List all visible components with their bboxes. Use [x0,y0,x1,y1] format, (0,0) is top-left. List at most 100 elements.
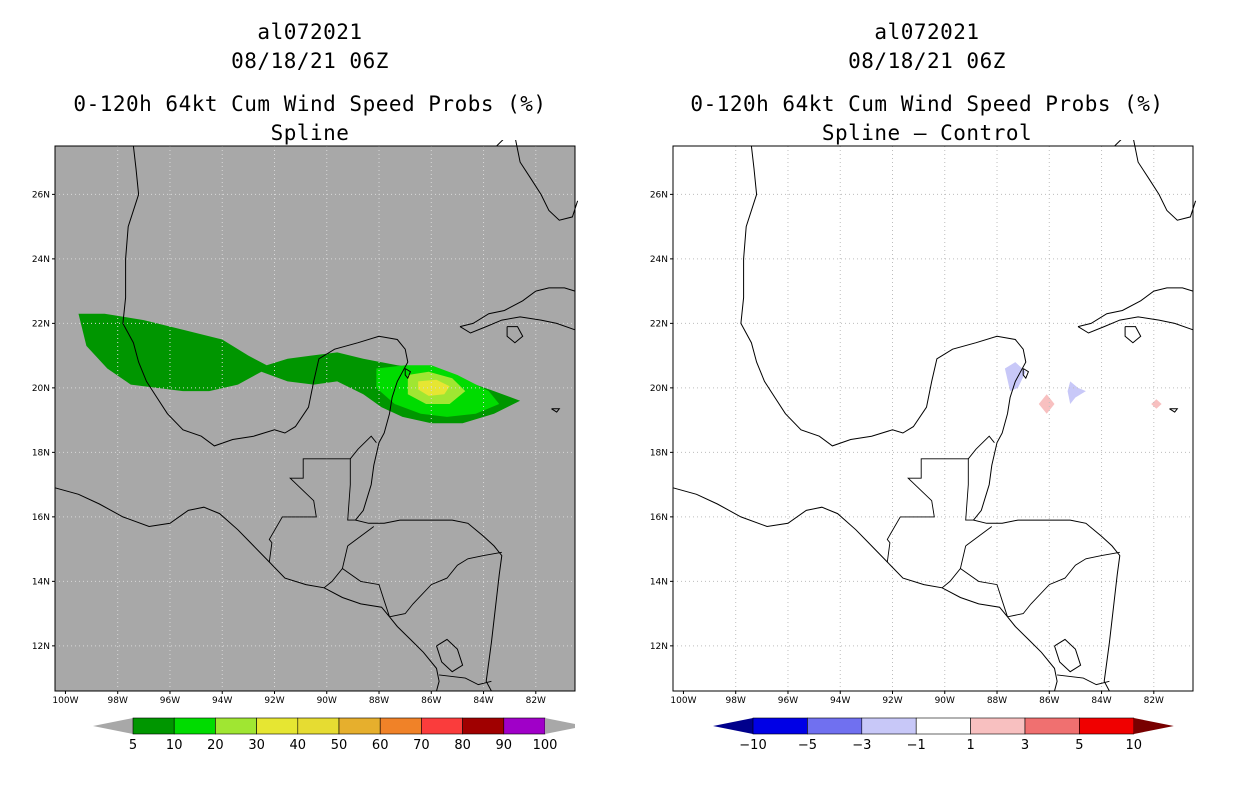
colorbar-label: 50 [331,738,348,753]
colorbar-label: −1 [907,738,926,753]
colorbar-segment [297,717,340,735]
border [1007,551,1120,618]
lon-tick-label: 100W [52,696,78,705]
left-map: 26N 24N 22N 20N 18N 16N 14N 12N 100W 98W 96W 94W 92W… [32,140,579,705]
left-title-line-4: Spline [270,121,350,145]
border [965,526,993,547]
lat-tick-label: 26N [32,190,50,200]
lon-tick-label: 92W [882,696,902,705]
colorbar-high-arrow [545,718,575,734]
colorbar-label: −3 [852,738,871,753]
lon-tick-label: 100W [670,696,696,705]
coastline [672,487,1058,692]
colorbar-label: 100 [533,738,558,753]
coastline [1077,316,1194,334]
coastline [1169,408,1179,413]
border [389,551,502,618]
colorbar-label: 3 [1021,738,1029,753]
coastline [1077,287,1194,328]
colorbar-low-arrow [713,718,753,734]
left-title-line-2: 08/18/21 06Z [231,49,389,73]
colorbar-segment [421,717,463,735]
right-title-line-1: al072021 [874,20,980,44]
colorbar-segment [173,717,216,735]
colorbar-low-arrow [93,718,133,734]
coastline [436,638,464,673]
coastline [1124,326,1142,344]
colorbar-segment [861,717,917,735]
coastline [496,140,579,221]
border [439,674,492,686]
right-map: 26N 24N 22N 20N 18N 16N 14N 12N 100W 98W 96W 94W 92W… [650,140,1197,705]
left-title-line-1: al072021 [257,20,363,44]
shaded-area-3 [1151,399,1162,409]
coastline [1022,368,1030,380]
left-subtitle: 0-120h 64kt Cum Wind Speed Probs (%) Spl… [55,90,565,148]
colorbar-segment [503,717,546,735]
map-frame [672,145,1194,692]
colorbar-label: −5 [798,738,817,753]
lon-tick-label: 90W [317,696,337,705]
colorbar-label: 30 [248,738,265,753]
colorbar-high-arrow [1133,718,1174,734]
right-title: al072021 08/18/21 06Z [672,18,1182,76]
lat-tick-label: 12N [650,642,668,652]
shaded-area-2 [1038,394,1055,414]
colorbar-label: 10 [1126,738,1143,753]
colorbar-label: 5 [1075,738,1083,753]
colorbar-segment [915,717,971,735]
colorbar-segment [256,717,299,735]
coastline [459,316,576,334]
lat-tick-label: 16N [32,513,50,523]
shaded-area-3 [418,379,450,396]
colorbar-label: 5 [129,738,137,753]
border [349,435,377,460]
colorbar-segment [379,717,422,735]
lon-tick-label: 84W [1091,696,1111,705]
colorbar-label: 40 [290,738,307,753]
colorbar-segment [215,717,257,735]
colorbar-segment [462,717,505,735]
colorbar-label: 90 [496,738,513,753]
coastline [54,487,440,692]
lon-tick-label: 86W [421,696,441,705]
lat-tick-label: 26N [650,190,668,200]
colorbar-segment [338,717,381,735]
lon-tick-label: 98W [726,696,746,705]
lat-tick-label: 12N [32,642,50,652]
border [342,568,390,617]
lon-tick-label: 94W [212,696,232,705]
colorbar-segment [1024,717,1080,735]
shaded-probability-areas [1004,362,1162,414]
left-colorbar: 5 10 20 30 40 50 60 70 80 90 100 [93,717,575,753]
lat-tick-label: 14N [650,577,668,587]
border [960,568,1008,617]
colorbar-label: 1 [966,738,974,753]
coastline [404,368,412,380]
border [941,545,967,589]
colorbar-label: 60 [372,738,389,753]
right-title-line-3: 0-120h 64kt Cum Wind Speed Probs (%) [690,92,1164,116]
shaded-area-1 [1067,381,1086,404]
colorbar-label: 20 [207,738,224,753]
coastline [551,408,561,413]
right-title-line-2: 08/18/21 06Z [848,49,1006,73]
colorbar-segment [132,717,175,735]
colorbar-segment [752,717,808,735]
lat-tick-label: 24N [32,255,50,265]
border [1057,674,1110,686]
borders [268,435,502,686]
lon-tick-label: 96W [778,696,798,705]
lat-tick-label: 20N [650,384,668,394]
colorbar-segment [970,717,1026,735]
lon-tick-label: 86W [1039,696,1059,705]
right-subtitle: 0-120h 64kt Cum Wind Speed Probs (%) Spl… [672,90,1182,148]
lat-tick-label: 16N [650,513,668,523]
lon-tick-label: 88W [987,696,1007,705]
lon-tick-label: 94W [830,696,850,705]
coastline [459,287,576,328]
lat-tick-label: 18N [650,448,668,458]
map-frame [54,145,576,692]
lon-tick-label: 90W [935,696,955,705]
coastline [1054,638,1082,673]
